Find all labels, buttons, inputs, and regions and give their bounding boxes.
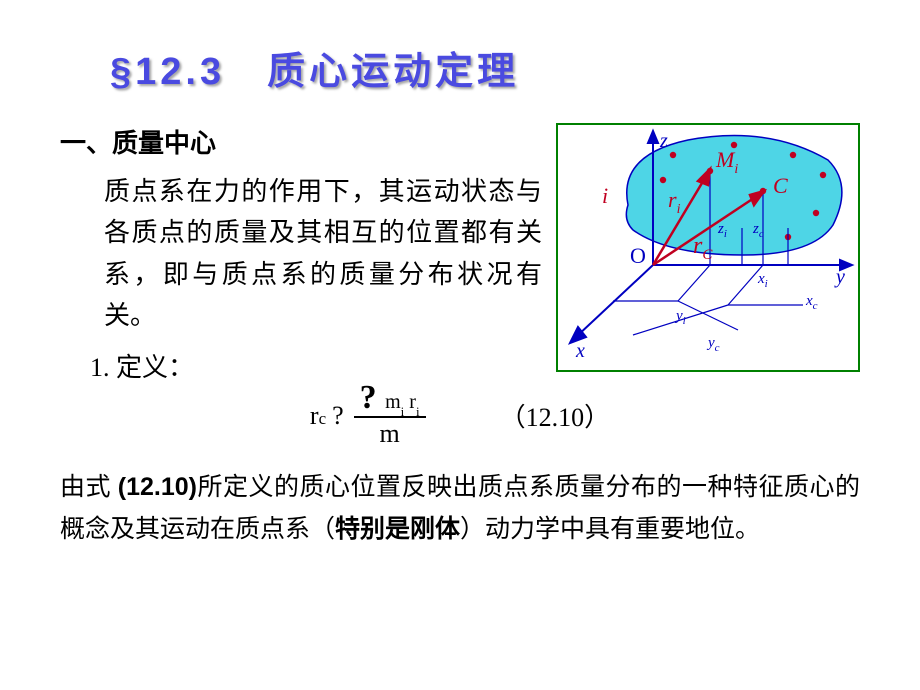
section-heading: 一、质量中心 — [60, 123, 542, 165]
formula: rc ? ? mi ri m — [310, 383, 430, 450]
bottom-suffix: ）动力学中具有重要地位。 — [460, 516, 760, 543]
num-m: m — [385, 391, 401, 413]
slide: §12.3 质心运动定理 一、质量中心 质点系在力的作用下，其运动状态与各质点的… — [0, 0, 920, 690]
num-mi-sub: i — [401, 404, 405, 419]
fraction: ? mi ri m — [354, 383, 426, 450]
eq-sign: ? — [332, 401, 344, 431]
xi-proj-label: xi — [757, 271, 768, 290]
i-label: i — [602, 183, 608, 208]
bottom-paragraph: 由式 (12.10)所定义的质心位置反映出质点系质量分布的一种特征质心的概念及其… — [60, 467, 860, 550]
bottom-emph: 特别是刚体 — [335, 515, 460, 543]
bottom-eqref: (12.10) — [118, 473, 197, 501]
lhs-sub: c — [319, 409, 327, 429]
diagram-svg: z y x O i Mi C ri rC zi zc xi xc yi yc — [558, 125, 858, 370]
text-column: 一、质量中心 质点系在力的作用下，其运动状态与各质点的质量及其相互的位置都有关系… — [60, 123, 542, 389]
sigma-icon: ? — [360, 379, 377, 416]
lhs-r: r — [310, 401, 319, 431]
num-r: r — [409, 391, 416, 413]
z-label: z — [659, 130, 668, 152]
y-label: y — [834, 266, 845, 288]
formula-row: rc ? ? mi ri m （12.10） — [60, 383, 860, 450]
num-ri-sub: i — [416, 404, 420, 419]
equation-number: （12.10） — [500, 397, 611, 434]
C-label: C — [773, 173, 788, 198]
content-row: 一、质量中心 质点系在力的作用下，其运动状态与各质点的质量及其相互的位置都有关系… — [60, 123, 860, 389]
x-label: x — [575, 340, 585, 362]
yc-proj-label: yc — [706, 335, 720, 354]
slide-title: §12.3 质心运动定理 — [110, 40, 860, 95]
yi-proj-label: yi — [674, 308, 686, 327]
denominator: m — [373, 418, 405, 449]
paragraph: 质点系在力的作用下，其运动状态与各质点的质量及其相互的位置都有关系，即与质点系的… — [104, 171, 542, 337]
numerator: ? mi ri — [354, 383, 426, 419]
coordinate-diagram: z y x O i Mi C ri rC zi zc xi xc yi yc — [556, 123, 860, 372]
bottom-prefix: 由式 — [60, 474, 118, 501]
xc-proj-label: xc — [805, 293, 818, 312]
origin-label: O — [630, 243, 646, 268]
